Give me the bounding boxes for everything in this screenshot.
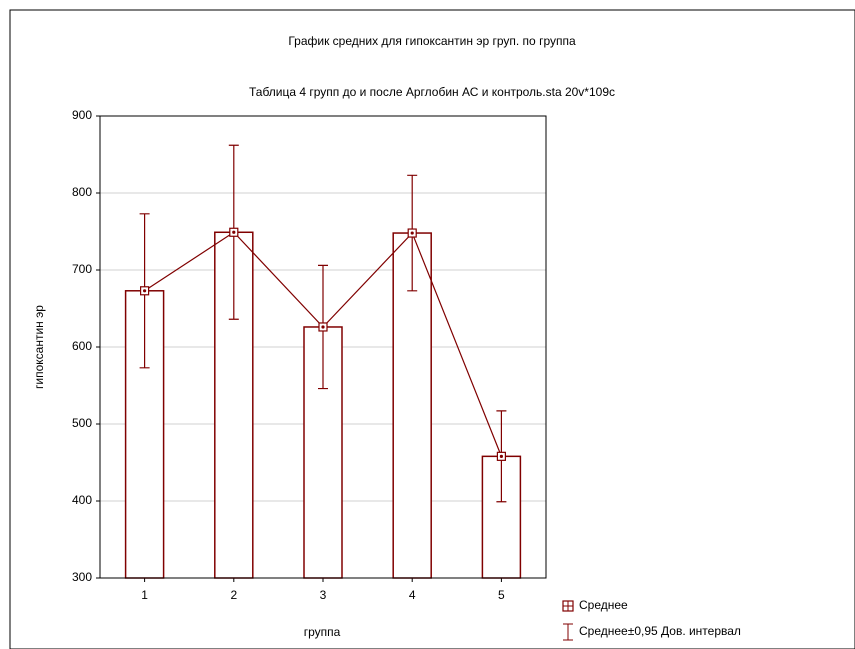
x-axis-label: группа — [304, 625, 341, 639]
y-tick-label: 500 — [72, 416, 92, 430]
mean-marker-dot — [410, 231, 414, 235]
y-tick-label: 700 — [72, 262, 92, 276]
y-tick-label: 300 — [72, 570, 92, 584]
legend-label: Среднее±0,95 Дов. интервал — [579, 624, 741, 638]
mean-marker-dot — [321, 325, 325, 329]
x-tick-label: 5 — [498, 588, 505, 602]
x-tick-label: 3 — [320, 588, 327, 602]
mean-marker-dot — [499, 454, 503, 458]
y-axis-label: гипоксантин эр — [32, 305, 46, 389]
y-tick-label: 800 — [72, 185, 92, 199]
x-tick-label: 4 — [409, 588, 416, 602]
mean-marker-dot — [143, 289, 147, 293]
legend-label: Среднее — [579, 598, 628, 612]
y-tick-label: 900 — [72, 108, 92, 122]
x-tick-label: 1 — [141, 588, 148, 602]
chart-title: График средних для гипоксантин эр груп. … — [288, 34, 576, 48]
x-tick-label: 2 — [230, 588, 237, 602]
y-tick-label: 600 — [72, 339, 92, 353]
chart-subtitle: Таблица 4 групп до и после Арглобин АС и… — [249, 85, 615, 99]
plot-border — [99, 115, 547, 579]
y-tick-label: 400 — [72, 493, 92, 507]
mean-marker-dot — [232, 230, 236, 234]
legend-icon — [563, 623, 573, 641]
